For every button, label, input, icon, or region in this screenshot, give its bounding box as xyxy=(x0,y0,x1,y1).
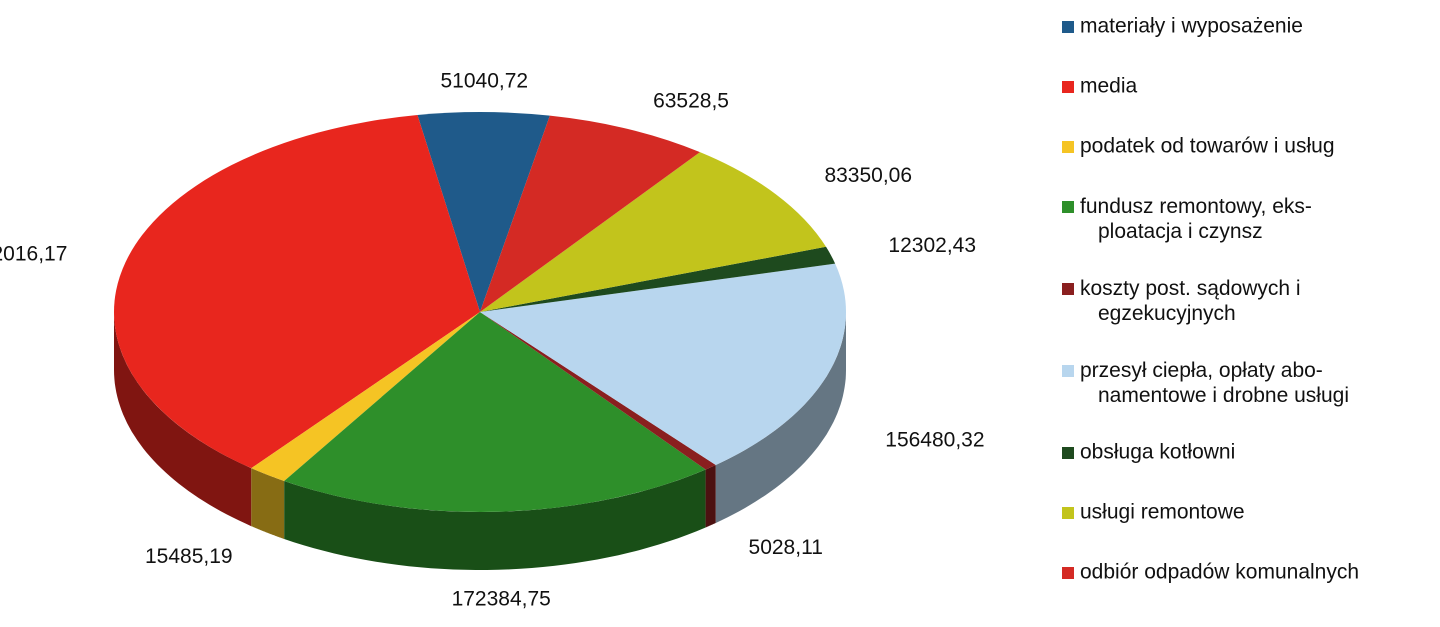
legend-swatch xyxy=(1062,81,1074,93)
data-label: 83350,06 xyxy=(824,164,912,187)
legend-label: usługi remontowe xyxy=(1080,501,1245,524)
legend-swatch xyxy=(1062,201,1074,213)
data-label: 172384,75 xyxy=(452,587,551,610)
legend-swatch xyxy=(1062,567,1074,579)
slice xyxy=(480,152,827,312)
slice-side xyxy=(705,465,716,528)
legend-label: fundusz remontowy, eks-ploatacja i czyns… xyxy=(1080,195,1312,243)
legend-swatch xyxy=(1062,507,1074,519)
slice xyxy=(284,312,706,513)
slice xyxy=(251,312,480,481)
slice xyxy=(480,246,836,312)
legend-swatch xyxy=(1062,21,1074,33)
legend-swatch xyxy=(1062,283,1074,295)
slice xyxy=(480,263,846,465)
data-label: 15485,19 xyxy=(145,545,233,568)
legend-label: odbiór odpadów komunalnych xyxy=(1080,561,1359,584)
data-label: 51040,72 xyxy=(441,70,529,93)
legend-label: przesył ciepła, opłaty abo-namentowe i d… xyxy=(1080,359,1349,407)
slice-side xyxy=(114,312,252,527)
legend-label: koszty post. sądowych i egzekucyjnych xyxy=(1080,277,1301,325)
slice xyxy=(114,114,480,469)
legend-label: obsługa kotłowni xyxy=(1080,441,1235,464)
slice-side xyxy=(715,312,846,523)
slice xyxy=(480,312,716,470)
slice xyxy=(417,111,550,312)
legend-label: materiały i wyposażenie xyxy=(1080,15,1303,38)
legend-swatch xyxy=(1062,447,1074,459)
legend-label: media xyxy=(1080,75,1138,98)
slice-side xyxy=(284,469,706,570)
data-label: 5028,11 xyxy=(749,536,823,559)
legend-swatch xyxy=(1062,141,1074,153)
slice-side xyxy=(251,468,285,539)
slice xyxy=(480,115,700,312)
legend-swatch xyxy=(1062,365,1074,377)
data-label: 322016,17 xyxy=(0,242,67,265)
data-label: 63528,5 xyxy=(653,89,729,112)
data-label: 12302,43 xyxy=(888,234,976,257)
data-label: 156480,32 xyxy=(885,428,984,451)
legend-label: podatek od towarów i usług xyxy=(1080,135,1335,158)
